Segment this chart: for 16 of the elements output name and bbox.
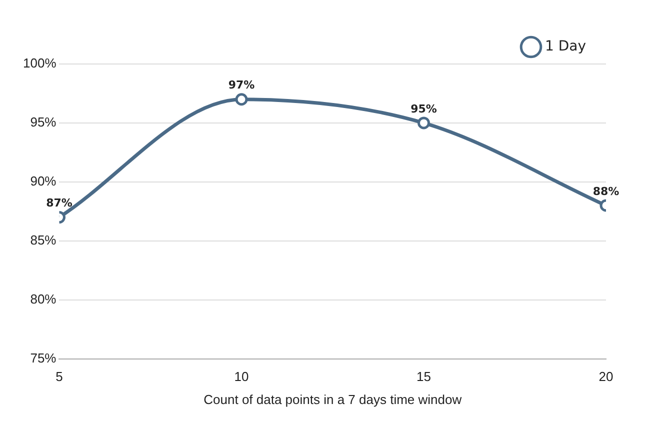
data-label: 95% (410, 102, 437, 116)
data-label: 87% (46, 196, 72, 210)
y-tick-label: 95% (30, 114, 57, 130)
data-label: 88% (592, 184, 620, 198)
y-tick-label: 100% (23, 56, 57, 71)
y-tick-label: 90% (30, 174, 57, 188)
data-label: 97% (228, 78, 255, 92)
x-tick-label: 5 (56, 369, 63, 384)
x-tick-label: 15 (416, 369, 431, 384)
x-tick-label: 10 (234, 369, 249, 384)
y-tick-label: 80% (30, 291, 57, 306)
x-axis-title: Count of data points in a 7 days time window (204, 392, 462, 407)
y-tick-label: 85% (30, 232, 57, 248)
legend-label: 1 Day (545, 38, 586, 55)
y-tick-label: 75% (30, 350, 57, 366)
x-tick-label: 20 (598, 369, 614, 384)
